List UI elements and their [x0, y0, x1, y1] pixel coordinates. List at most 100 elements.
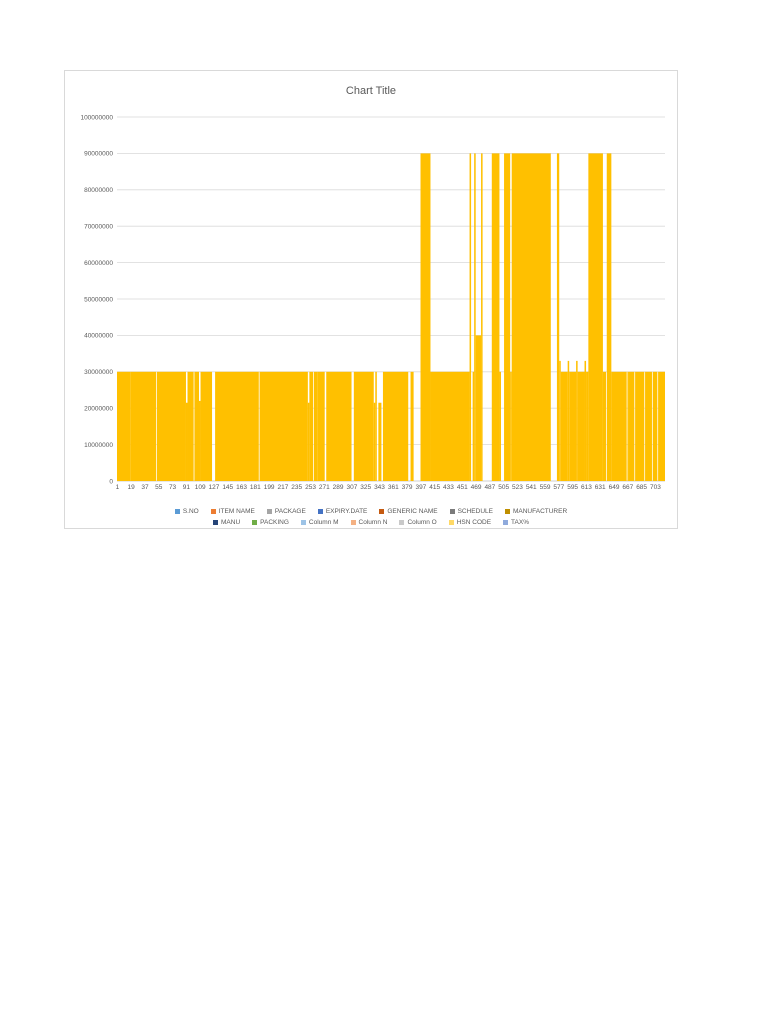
legend-swatch: [504, 509, 510, 514]
bar: [410, 371, 414, 481]
bar: [469, 153, 472, 481]
x-tick-label: 577: [553, 484, 564, 491]
bar: [628, 371, 635, 481]
legend-label: PACKAGE: [274, 508, 306, 515]
bar: [645, 371, 652, 481]
y-tick-label: 10000000: [84, 442, 113, 449]
bar: [584, 360, 587, 481]
x-tick-label: 505: [498, 484, 509, 491]
legend-swatch: [213, 520, 218, 525]
bar: [472, 371, 475, 481]
bar: [194, 371, 200, 481]
bar: [511, 153, 551, 481]
y-tick-label: 40000000: [84, 333, 113, 340]
x-tick-label: 37: [141, 484, 149, 491]
bar: [586, 371, 589, 481]
bar: [130, 371, 157, 481]
bar: [602, 371, 606, 481]
legend-swatch: [174, 509, 180, 514]
bar: [313, 371, 318, 481]
x-tick-label: 307: [346, 484, 357, 491]
bar: [420, 153, 431, 481]
bar: [326, 371, 352, 481]
bar: [353, 371, 374, 481]
legend-swatch: [252, 520, 258, 525]
x-tick-label: 73: [169, 484, 177, 491]
bar: [187, 371, 194, 481]
legend-swatch: [399, 520, 405, 525]
bar: [652, 371, 658, 481]
bar: [635, 371, 645, 481]
bar: [491, 153, 500, 481]
x-tick-label: 325: [360, 484, 371, 491]
legend-item: Column N: [350, 519, 387, 526]
bar: [378, 402, 382, 481]
x-tick-label: 253: [305, 484, 316, 491]
y-tick-label: 20000000: [84, 406, 113, 413]
legend-swatch: [317, 509, 323, 514]
legend-label: HSN CODE: [456, 519, 492, 526]
bar: [576, 360, 578, 481]
legend-label: Column O: [407, 519, 437, 526]
x-tick-label: 181: [250, 484, 261, 491]
bar: [627, 371, 629, 481]
y-tick-label: 70000000: [84, 224, 113, 231]
bar: [430, 371, 470, 481]
y-tick-label: 60000000: [84, 260, 113, 267]
y-tick-label: 90000000: [84, 151, 113, 158]
y-tick-label: 0: [109, 478, 113, 485]
legend-row: S.NO ITEM NAME PACKAGE EXPIRY.DATE GENERIC N…: [65, 508, 677, 515]
x-tick-label: 541: [526, 484, 537, 491]
legend-label: SCHEDULE: [457, 508, 493, 515]
legend-item: S.NO: [174, 508, 199, 515]
bar: [199, 400, 201, 481]
bar: [382, 371, 409, 481]
legend-item: TAX%: [503, 519, 529, 526]
x-tick-label: 55: [155, 484, 163, 491]
x-tick-label: 1: [116, 484, 120, 491]
x-tick-label: 19: [128, 484, 136, 491]
legend-item: SCHEDULE: [449, 508, 493, 515]
bar: [510, 371, 512, 481]
x-tick-label: 379: [402, 484, 413, 491]
legend-item: Column O: [399, 519, 437, 526]
x-tick-label: 163: [236, 484, 247, 491]
bar: [156, 371, 186, 481]
legend-item: PACKAGE: [266, 508, 306, 515]
legend-label: GENERIC NAME: [387, 508, 438, 515]
legend-item: MANUFACTURER: [504, 508, 567, 515]
x-tick-label: 487: [484, 484, 495, 491]
bar: [317, 371, 325, 481]
chart-title: Chart Title: [345, 85, 397, 97]
bar: [611, 371, 627, 481]
bar: [569, 371, 577, 481]
x-tick-label: 397: [415, 484, 426, 491]
x-tick-label: 667: [622, 484, 633, 491]
y-tick-label: 30000000: [84, 369, 113, 376]
legend-swatch: [266, 509, 272, 514]
legend-item: Column M: [300, 519, 339, 526]
x-tick-label: 361: [388, 484, 399, 491]
bar: [185, 402, 188, 481]
bar: [606, 153, 612, 481]
legend-item: ITEM NAME: [210, 508, 255, 515]
bar: [259, 371, 308, 481]
legend-item: EXPIRY.DATE: [317, 508, 367, 515]
x-tick-label: 685: [636, 484, 647, 491]
y-tick-label: 50000000: [84, 296, 113, 303]
x-tick-label: 199: [264, 484, 275, 491]
bar: [373, 402, 376, 481]
legend-swatch: [449, 509, 455, 514]
bar: [307, 402, 310, 481]
x-tick-label: 613: [581, 484, 592, 491]
x-tick-label: 145: [222, 484, 233, 491]
x-tick-label: 649: [609, 484, 620, 491]
legend-label: TAX%: [511, 519, 529, 526]
legend-swatch: [503, 520, 509, 525]
bar: [556, 153, 560, 481]
legend-swatch: [448, 520, 454, 525]
bar: [481, 153, 483, 481]
bar: [309, 371, 314, 481]
x-tick-label: 595: [567, 484, 578, 491]
x-tick-label: 217: [278, 484, 289, 491]
